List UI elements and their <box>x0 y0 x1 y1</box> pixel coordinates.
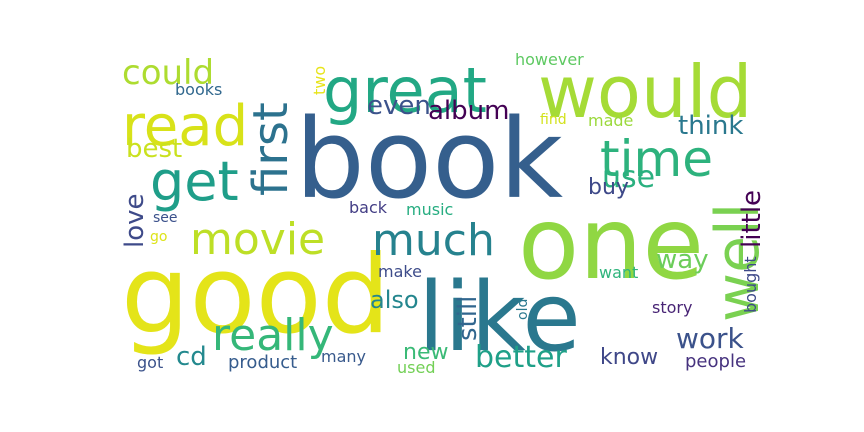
word-made: made <box>588 111 633 130</box>
word-two: two <box>310 66 329 95</box>
word-like: like <box>418 263 581 373</box>
word-go: go <box>150 229 167 245</box>
word-music: music <box>406 200 453 219</box>
word-even: even <box>367 91 431 121</box>
word-many: many <box>321 347 366 366</box>
word-product: product <box>228 352 297 373</box>
word-better: better <box>475 340 567 375</box>
word-love: love <box>120 193 150 248</box>
word-much: much <box>372 215 495 266</box>
word-could: could <box>122 53 214 93</box>
word-work: work <box>676 322 745 355</box>
word-read: read <box>122 94 248 159</box>
word-movie: movie <box>190 214 325 265</box>
word-album: album <box>428 96 509 126</box>
word-time: time <box>600 130 713 188</box>
word-great: great <box>323 54 487 127</box>
word-little: little <box>737 190 767 248</box>
word-buy: buy <box>588 175 629 200</box>
word-really: really <box>212 310 334 361</box>
word-see: see <box>153 210 178 226</box>
word-well: well <box>703 203 773 322</box>
word-people: people <box>685 351 746 372</box>
word-make: make <box>378 262 422 281</box>
word-way: way <box>656 245 709 275</box>
word-find: find <box>540 112 567 128</box>
word-got: got <box>137 353 163 372</box>
word-also: also <box>370 286 419 314</box>
word-however: however <box>515 50 584 69</box>
word-first: first <box>243 102 299 196</box>
word-good: good <box>121 233 390 358</box>
word-get: get <box>150 150 239 213</box>
word-bought: bought <box>741 256 760 313</box>
word-want: want <box>599 263 638 282</box>
word-one: one <box>518 185 704 302</box>
word-back: back <box>349 198 388 217</box>
word-cd: cd <box>176 342 207 372</box>
word-know: know <box>600 345 658 370</box>
word-new: new <box>403 340 448 365</box>
word-think: think <box>678 111 743 141</box>
word-use: use <box>602 160 655 195</box>
word-best: best <box>126 134 182 164</box>
word-would: would <box>538 50 752 134</box>
word-still: still <box>453 296 483 341</box>
word-old: old <box>515 299 531 320</box>
word-book: book <box>295 95 563 223</box>
word-story: story <box>652 298 692 317</box>
word-books: books <box>175 80 222 99</box>
word-used: used <box>397 358 435 377</box>
